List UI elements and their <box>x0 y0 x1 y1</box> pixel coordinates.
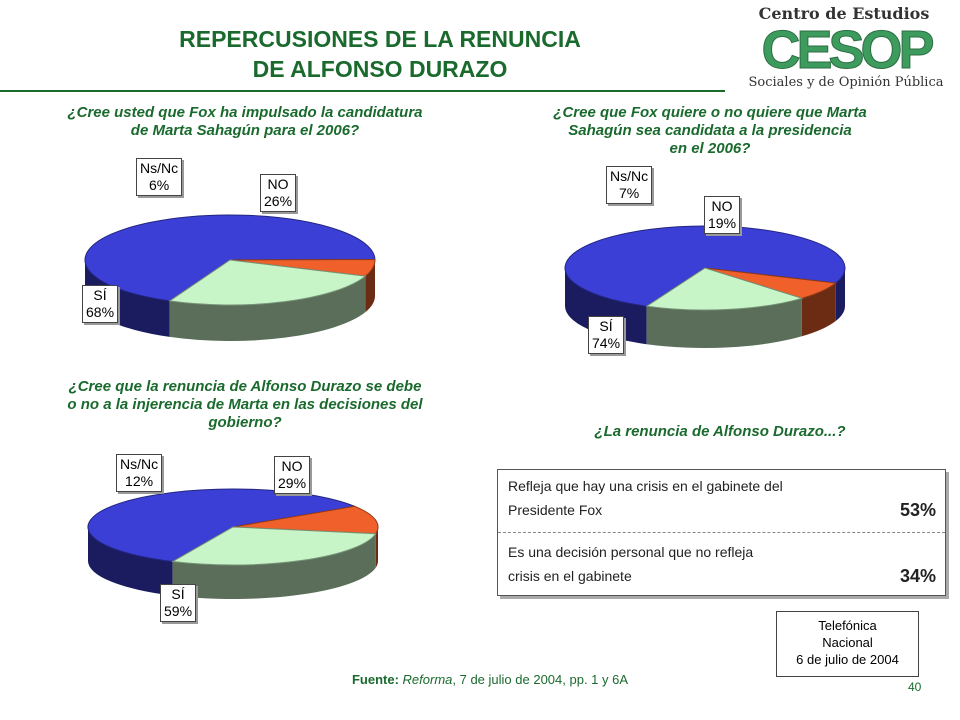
slice-label: SÍ <box>171 586 185 602</box>
pie-slice-side-no <box>172 533 376 599</box>
source-label: Fuente: <box>351 672 399 687</box>
slice-value: 26% <box>264 193 293 209</box>
slice-label: SÍ <box>599 318 613 334</box>
chart2-label-nsnc: Ns/Nc 7% <box>606 166 653 204</box>
pie-slice-side-s <box>565 268 647 345</box>
slice-value: 19% <box>708 215 737 231</box>
slice-value: 12% <box>125 473 154 489</box>
pie-slice-side-nsnc <box>365 260 375 313</box>
pie-slice-no <box>645 267 804 311</box>
slice-value: 7% <box>618 185 640 201</box>
chart3-label-no: NO 29% <box>274 456 311 494</box>
slice-label: Ns/Nc <box>140 160 179 176</box>
pie-slice-no <box>168 259 367 306</box>
slice-value: 68% <box>86 304 115 320</box>
row-value: 53% <box>899 500 936 520</box>
pie-slice-nsnc <box>232 505 379 535</box>
slice-value: 74% <box>592 335 621 351</box>
chart2-question: ¿Cree que Fox quiere o no quiere que Mar… <box>500 104 920 158</box>
page-title: REPERCUSIONES DE LA RENUNCIA DE ALFONSO … <box>120 24 640 84</box>
title-rule <box>0 90 725 92</box>
page-title-line2: DE ALFONSO DURAZO <box>252 56 508 82</box>
row-text-line1: Refleja que hay una crisis en el gabinet… <box>508 478 783 494</box>
pie-slice-side-nsnc <box>801 283 836 337</box>
source-details: , 7 de julio de 2004, pp. 1 y 6A <box>452 672 629 687</box>
source-citation: Fuente: Reforma, 7 de julio de 2004, pp.… <box>300 672 680 687</box>
pie-slice-side-no <box>169 276 366 341</box>
note-line3: 6 de julio de 2004 <box>796 652 899 667</box>
row-text-line2: crisis en el gabinete <box>508 568 632 584</box>
slice-label: SÍ <box>93 287 107 303</box>
chart1-question: ¿Cree usted que Fox ha impulsado la cand… <box>20 104 470 140</box>
logo-line2: Sociales y de Opinión Pública <box>749 75 944 90</box>
chart3-label-nsnc: Ns/Nc 12% <box>116 454 163 492</box>
survey-note: Telefónica Nacional 6 de julio de 2004 <box>776 611 919 677</box>
page-number: 40 <box>908 680 922 694</box>
pie-slice-side-no <box>646 298 802 348</box>
cesop-logo: Centro de Estudios CESOP Sociales y de O… <box>740 4 952 90</box>
results-table: Refleja que hay una crisis en el gabinet… <box>497 469 946 596</box>
pie-slice-s <box>564 225 846 307</box>
chart2-pie <box>564 225 846 348</box>
table-row: Refleja que hay una crisis en el gabinet… <box>508 474 936 522</box>
chart3-question-line: ¿Cree que la renuncia de Alfonso Durazo … <box>68 378 422 395</box>
pie-slice-side-nsnc <box>375 527 378 568</box>
chart2-label-si: SÍ 74% <box>588 316 625 354</box>
chart2-question-line: en el 2006? <box>669 140 751 157</box>
chart1-pie <box>84 214 376 341</box>
chart1-question-line: ¿Cree usted que Fox ha impulsado la cand… <box>67 104 423 121</box>
chart3-question: ¿Cree que la renuncia de Alfonso Durazo … <box>20 378 470 432</box>
chart3-label-si: SÍ 59% <box>160 584 197 622</box>
slice-value: 59% <box>164 603 193 619</box>
row-text-line1: Es una decisión personal que no refleja <box>508 544 754 560</box>
note-line2: Nacional <box>822 635 873 650</box>
row-text-line2: Presidente Fox <box>508 502 603 518</box>
chart3-pie <box>87 488 379 599</box>
chart2-question-line: Sahagún sea candidata a la presidencia <box>568 122 852 139</box>
slice-label: NO <box>711 198 733 214</box>
slice-label: NO <box>281 458 303 474</box>
table-question: ¿La renuncia de Alfonso Durazo...? <box>594 423 846 440</box>
row-value: 34% <box>899 566 936 586</box>
page-title-line1: REPERCUSIONES DE LA RENUNCIA <box>179 26 581 52</box>
logo-acronym: CESOP <box>761 20 933 80</box>
table-row: Es una decisión personal que no refleja … <box>508 540 936 588</box>
chart1-label-no: NO 26% <box>260 174 297 212</box>
chart1-question-line: de Marta Sahagún para el 2006? <box>130 122 360 139</box>
chart1-label-nsnc: Ns/Nc 6% <box>136 158 183 196</box>
chart3-question-line: gobierno? <box>208 414 282 431</box>
slice-label: Ns/Nc <box>120 456 159 472</box>
slice-label: NO <box>267 176 289 192</box>
note-line1: Telefónica <box>818 618 877 633</box>
slice-label: Ns/Nc <box>610 168 649 184</box>
source-publication: Reforma <box>402 672 453 687</box>
chart1-label-si: SÍ 68% <box>82 285 119 323</box>
pie-slice-side-s <box>88 527 173 596</box>
chart3-question-line: o no a la injerencia de Marta en las dec… <box>67 396 423 413</box>
slice-value: 6% <box>148 177 170 193</box>
chart2-question-line: ¿Cree que Fox quiere o no quiere que Mar… <box>553 104 867 121</box>
pie-slice-no <box>171 526 377 566</box>
slice-value: 29% <box>278 475 307 491</box>
pie-slice-s <box>84 214 376 302</box>
table-divider <box>498 532 945 533</box>
logo-line1: Centro de Estudios <box>759 4 930 23</box>
chart2-label-no: NO 19% <box>704 196 741 234</box>
